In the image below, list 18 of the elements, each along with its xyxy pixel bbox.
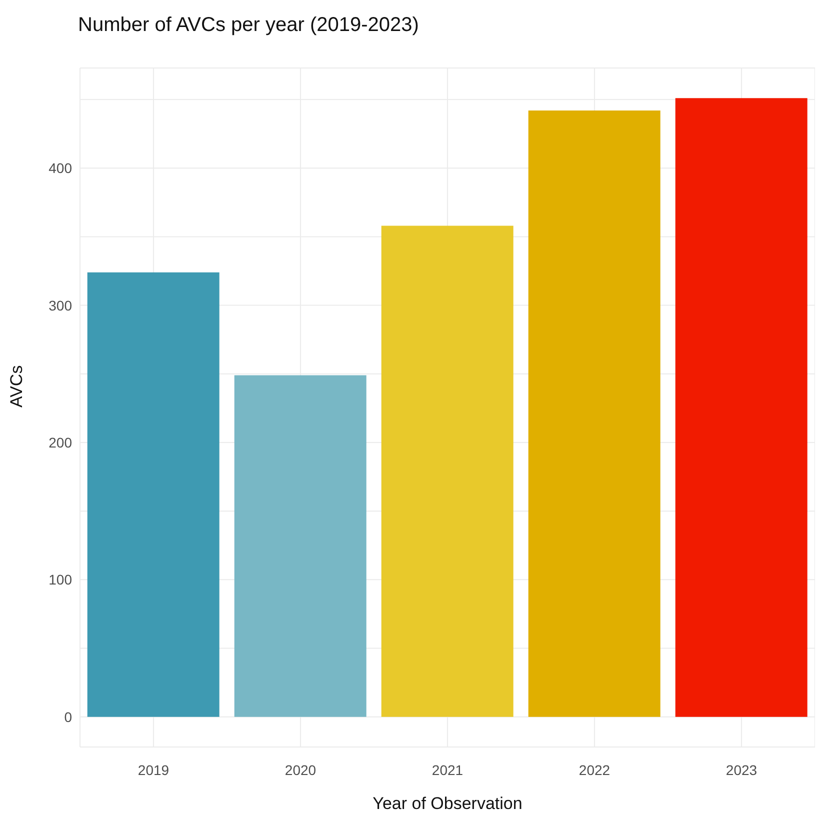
bar [381, 226, 514, 717]
y-tick-label: 100 [48, 572, 72, 588]
bar [234, 375, 366, 717]
x-tick-label: 2022 [578, 762, 610, 778]
y-tick-label: 200 [48, 434, 72, 450]
bar [528, 110, 660, 717]
y-tick-label: 0 [64, 708, 72, 725]
y-axis-title: AVCs [7, 365, 26, 408]
x-tick-label: 2023 [726, 762, 758, 778]
x-axis-title: Year of Observation [372, 794, 522, 813]
x-tick-label: 2019 [138, 762, 170, 778]
chart-title: Number of AVCs per year (2019-2023) [78, 14, 419, 37]
bar [87, 272, 220, 717]
bar [675, 98, 808, 717]
x-tick-label: 2020 [284, 762, 316, 778]
x-tick-label: 2021 [432, 762, 464, 778]
y-tick-label: 300 [48, 297, 72, 314]
y-tick-label: 400 [48, 160, 72, 176]
